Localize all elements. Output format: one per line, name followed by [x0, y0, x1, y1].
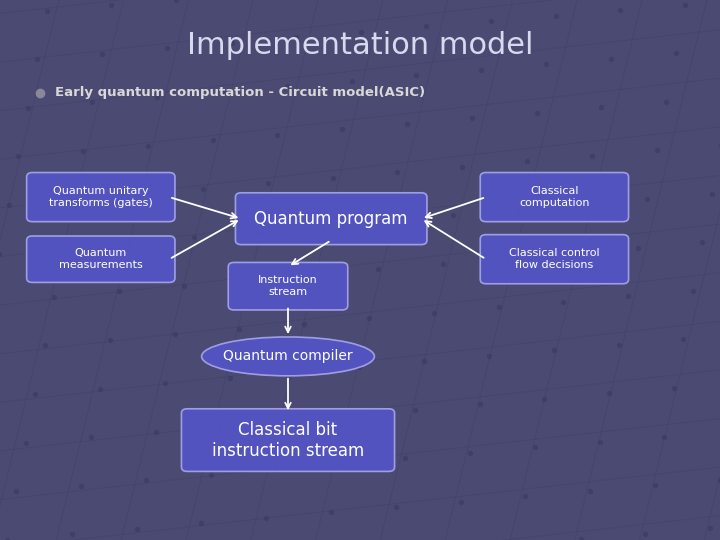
Ellipse shape	[202, 337, 374, 376]
Text: Early quantum computation - Circuit model(ASIC): Early quantum computation - Circuit mode…	[55, 86, 426, 99]
Text: Quantum unitary
transforms (gates): Quantum unitary transforms (gates)	[49, 186, 153, 208]
FancyBboxPatch shape	[181, 409, 395, 471]
Text: Quantum
measurements: Quantum measurements	[59, 248, 143, 270]
Text: Classical
computation: Classical computation	[519, 186, 590, 208]
Text: Classical bit
instruction stream: Classical bit instruction stream	[212, 421, 364, 460]
Text: Quantum program: Quantum program	[254, 210, 408, 228]
Text: Instruction
stream: Instruction stream	[258, 275, 318, 297]
Text: Classical control
flow decisions: Classical control flow decisions	[509, 248, 600, 270]
FancyBboxPatch shape	[235, 193, 427, 245]
FancyBboxPatch shape	[27, 236, 175, 282]
FancyBboxPatch shape	[480, 234, 629, 284]
FancyBboxPatch shape	[27, 173, 175, 221]
Text: Implementation model: Implementation model	[186, 31, 534, 60]
Text: Quantum compiler: Quantum compiler	[223, 349, 353, 363]
FancyBboxPatch shape	[228, 262, 348, 310]
FancyBboxPatch shape	[480, 173, 629, 221]
